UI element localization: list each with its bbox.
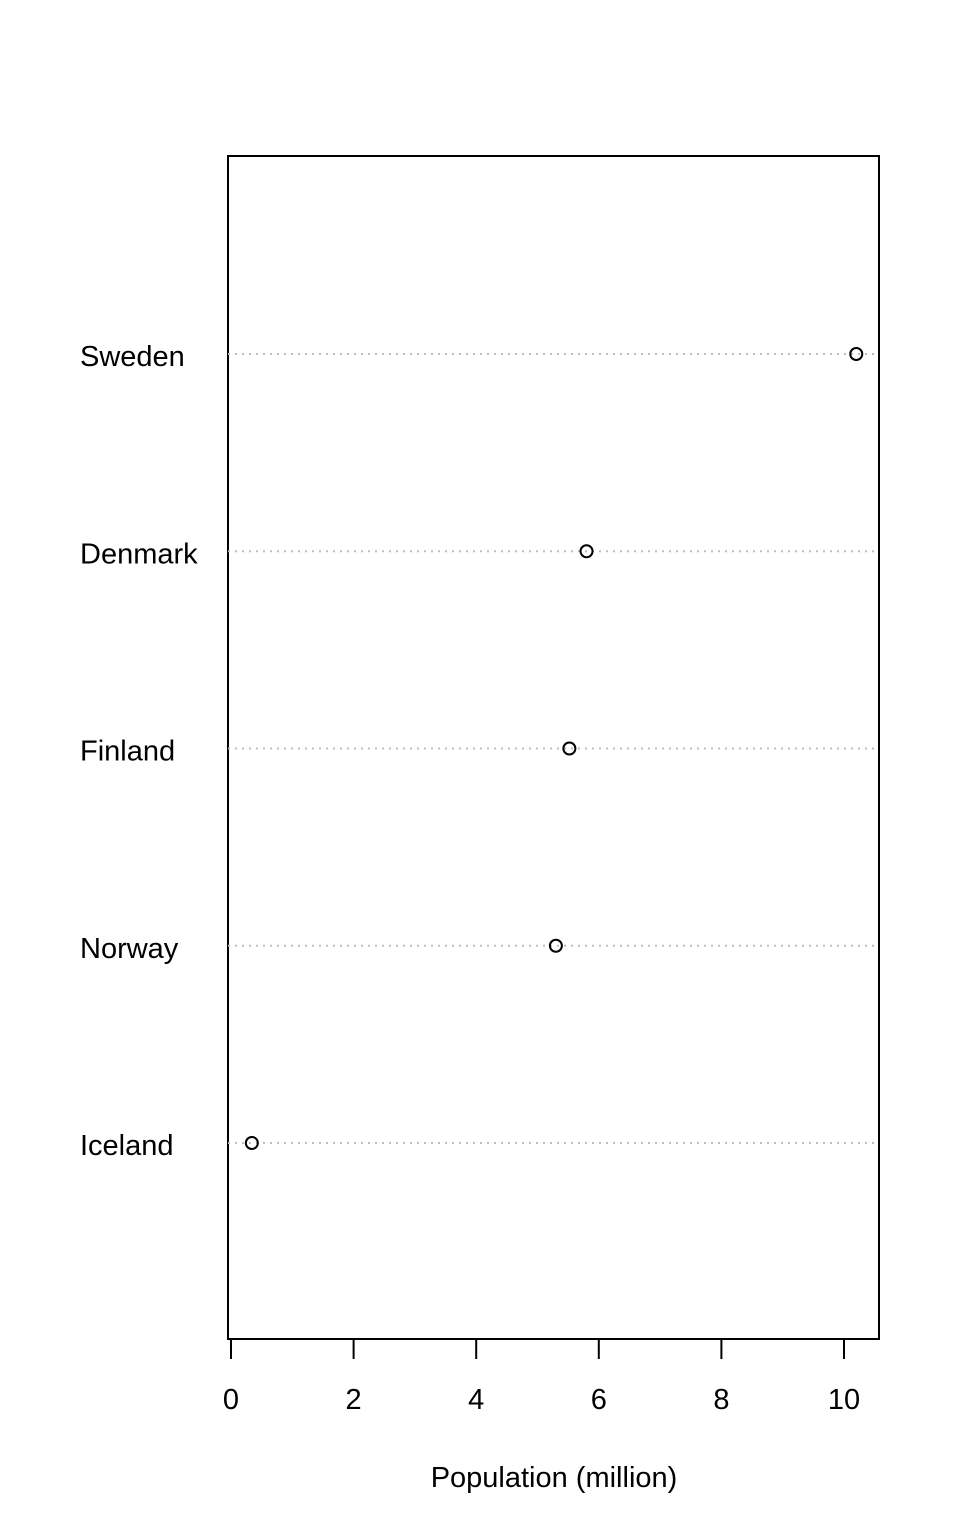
category-labels: Sweden Denmark Finland Norway Iceland xyxy=(80,341,198,1162)
guide-lines xyxy=(228,353,879,1144)
x-tick-label-2: 2 xyxy=(346,1384,362,1416)
point-norway xyxy=(548,938,563,953)
category-label-denmark: Denmark xyxy=(80,538,198,570)
x-tick-label-6: 6 xyxy=(591,1384,607,1416)
point-iceland xyxy=(244,1136,259,1150)
x-axis: 0 2 4 6 8 10 xyxy=(223,1338,860,1416)
data-points xyxy=(244,347,864,1150)
category-label-sweden: Sweden xyxy=(80,341,185,373)
point-sweden xyxy=(849,347,864,361)
x-tick-label-0: 0 xyxy=(223,1384,239,1416)
x-tick-label-8: 8 xyxy=(713,1384,729,1416)
point-denmark xyxy=(579,544,594,559)
category-label-norway: Norway xyxy=(80,933,179,965)
x-tick-label-4: 4 xyxy=(468,1384,484,1416)
x-tick-label-10: 10 xyxy=(828,1384,860,1416)
x-axis-title: Population (million) xyxy=(431,1462,678,1494)
category-label-finland: Finland xyxy=(80,736,175,768)
category-label-iceland: Iceland xyxy=(80,1130,174,1162)
point-finland xyxy=(562,741,577,756)
